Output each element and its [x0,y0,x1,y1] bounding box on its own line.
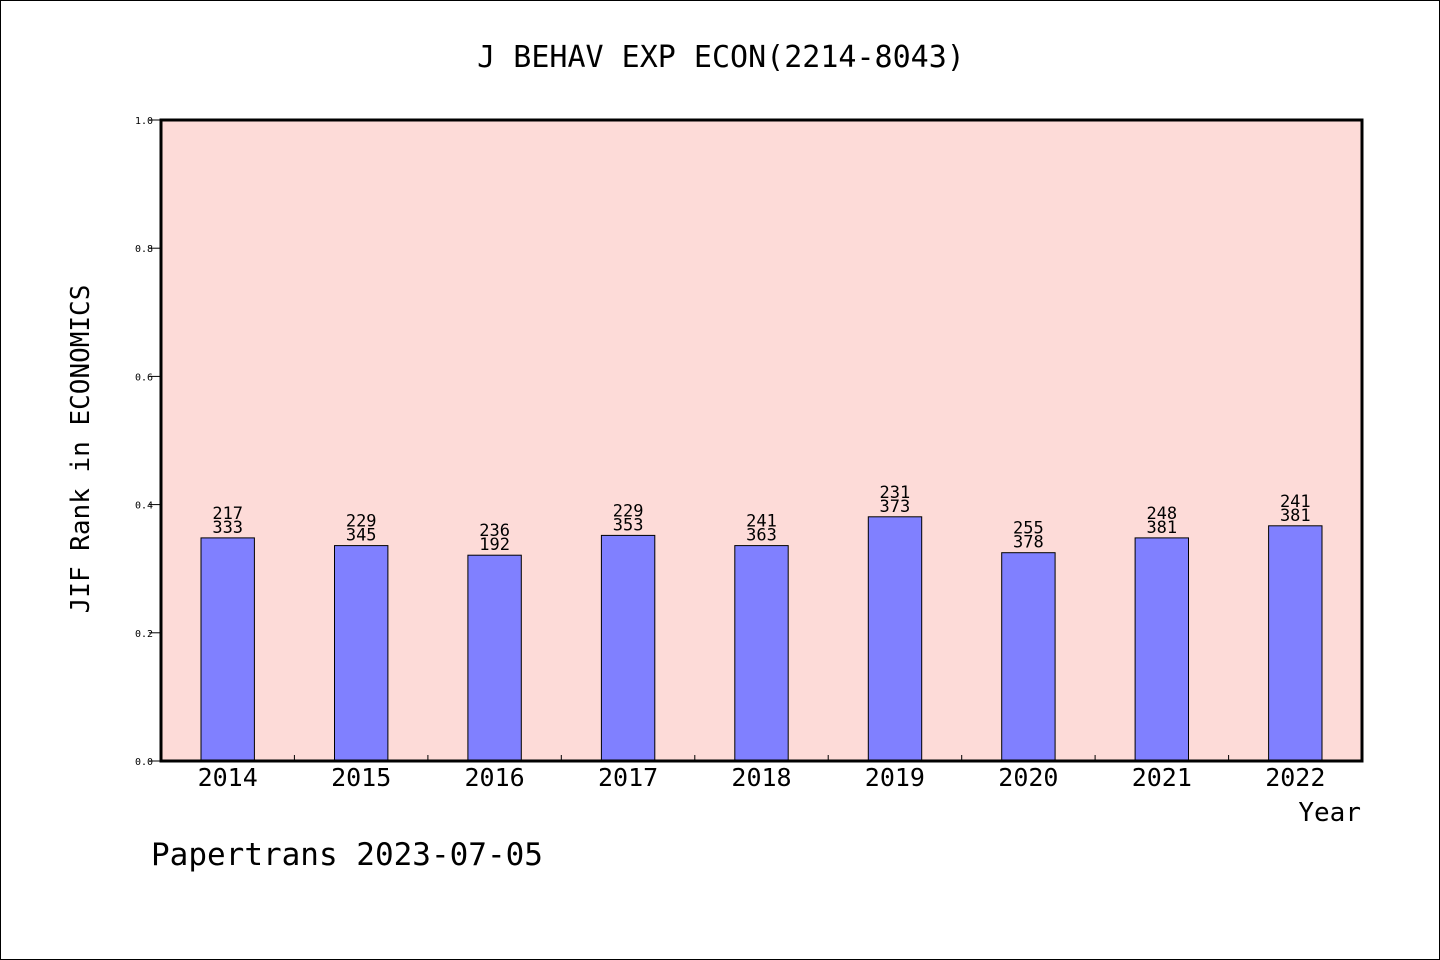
bar-2017 [600,534,656,762]
y-tick-label-0.6: 0.6 [135,372,153,383]
bar-2016 [467,554,522,762]
x-tick-label-2015: 2015 [331,763,391,792]
data-label-top-2018: 241 [746,512,777,532]
x-tick-label-2014: 2014 [198,763,258,792]
bars-layer [200,516,1323,762]
x-axis-label: Year [1298,798,1361,828]
data-label-bottom-2018: 363 [746,526,777,546]
data-label-top-2019: 231 [880,483,911,503]
data-label-bottom-2021: 381 [1146,518,1177,538]
bar-2020 [1001,552,1056,762]
data-label-bottom-2020: 378 [1013,533,1044,553]
axis-ticks-layer: 2014 2015 2016 2017 2018 2019 2020 2021 2022 0.0 0… [135,116,1325,792]
data-label-bottom-2015: 345 [346,526,377,546]
y-axis-label: JIF Rank in ECONOMICS [66,285,96,614]
bar-2015 [334,545,389,762]
chart-title: J BEHAV EXP ECON(2214-8043) [477,40,965,75]
data-label-bottom-2022: 381 [1280,506,1311,526]
x-tick-label-2016: 2016 [464,763,524,792]
bar-2021 [1134,537,1189,762]
data-label-bottom-2019: 373 [880,497,911,517]
footer-watermark: Papertrans 2023-07-05 [151,837,543,873]
x-tick-label-2021: 2021 [1132,763,1192,792]
data-label-bottom-2016: 192 [479,535,510,555]
data-label-top-2015: 229 [346,512,377,532]
data-label-top-2020: 255 [1013,519,1044,539]
y-tick-label-1.0: 1.0 [135,116,153,127]
y-tick-label-0.4: 0.4 [135,501,153,512]
data-label-top-2022: 241 [1280,492,1311,512]
data-label-bottom-2017: 353 [613,515,644,535]
x-tick-label-2019: 2019 [865,763,925,792]
y-tick-label-0.2: 0.2 [135,629,153,640]
y-tick-label-0.8: 0.8 [135,244,153,255]
data-label-top-2014: 217 [212,504,243,524]
data-label-top-2016: 236 [479,521,510,541]
bar-2022 [1268,525,1323,762]
x-tick-label-2018: 2018 [731,763,791,792]
bar-2019 [867,516,923,762]
data-label-bottom-2014: 333 [212,518,243,538]
data-label-top-2017: 229 [613,501,644,521]
x-tick-label-2017: 2017 [598,763,658,792]
x-tick-label-2022: 2022 [1265,763,1325,792]
bar-2014 [200,537,255,762]
y-tick-label-0.0: 0.0 [135,757,153,768]
bar-2018 [734,545,789,762]
data-label-top-2021: 248 [1146,504,1177,524]
plot-frame [159,118,1364,763]
x-tick-label-2020: 2020 [998,763,1058,792]
